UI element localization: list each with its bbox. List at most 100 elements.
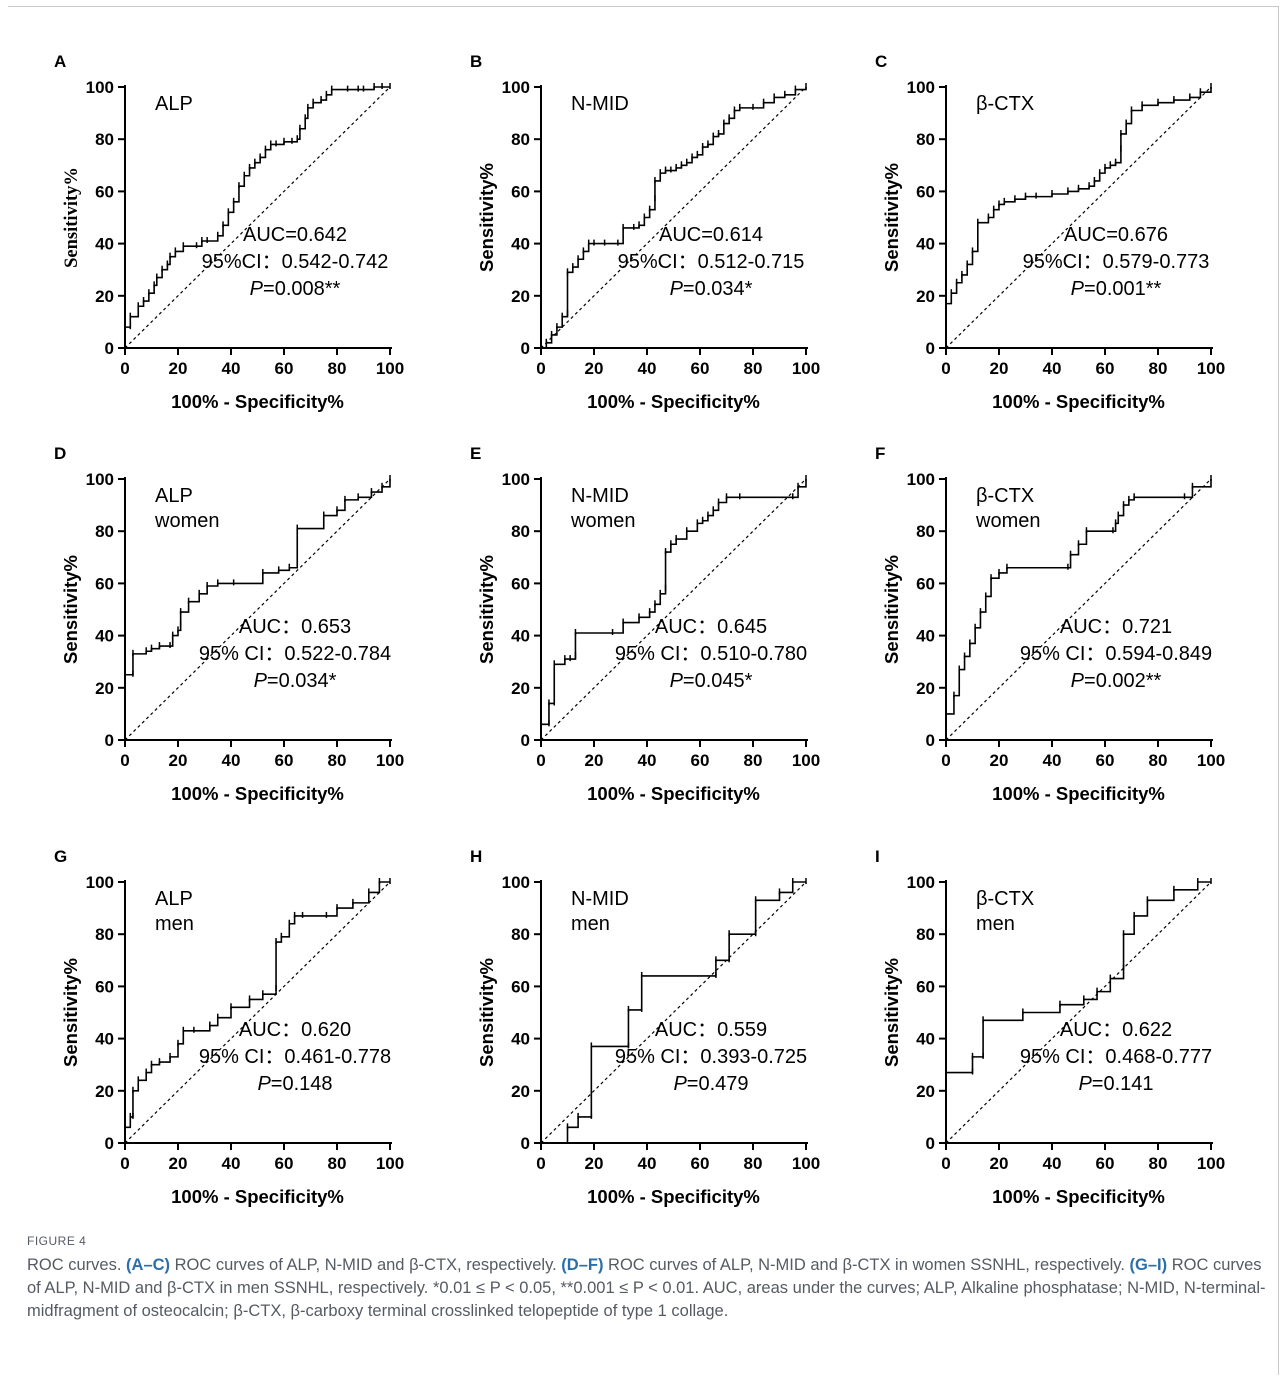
x-axis-title: 100% - Specificity% — [171, 391, 344, 412]
stat-annotation: 95% CI：0.461-0.778 — [199, 1046, 391, 1068]
y-tick-label: 20 — [511, 1082, 530, 1101]
x-tick-label: 100 — [376, 1154, 404, 1173]
x-tick-label: 80 — [328, 751, 347, 770]
stat-annotation: AUC：0.620 — [239, 1019, 351, 1041]
x-tick-label: 0 — [536, 751, 545, 770]
x-tick-label: 40 — [222, 751, 241, 770]
x-axis-title: 100% - Specificity% — [587, 1186, 760, 1207]
roc-curve — [945, 881, 1211, 1143]
p-value: =0.479 — [687, 1073, 749, 1095]
caption-text: ROC curves. (A–C) ROC curves of ALP, N-M… — [27, 1254, 1267, 1323]
x-tick-label: 20 — [990, 1154, 1009, 1173]
x-tick-label: 0 — [536, 359, 545, 378]
y-tick-label: 100 — [502, 78, 530, 97]
panel-letter: B — [470, 52, 482, 71]
x-tick-label: 0 — [941, 359, 950, 378]
stat-annotation: P=0.034* — [254, 670, 337, 692]
panel-title: ALP — [155, 93, 193, 115]
panel-title: β-CTX — [976, 485, 1034, 507]
reference-diagonal — [945, 478, 1212, 741]
panel-letter: F — [875, 444, 885, 463]
y-tick-label: 20 — [916, 287, 935, 306]
x-tick-label: 80 — [328, 359, 347, 378]
x-tick-label: 100 — [792, 359, 820, 378]
x-tick-label: 100 — [1197, 1154, 1225, 1173]
p-value: =0.148 — [271, 1073, 333, 1095]
y-tick-label: 60 — [95, 182, 114, 201]
p-symbol: P — [250, 278, 264, 300]
panel-letter: H — [470, 847, 482, 866]
roc-chart-f: F 0 20 40 60 80 100 0 20 40 60 80 100 100% - Specific… — [875, 444, 1225, 804]
y-tick-label: 60 — [916, 977, 935, 996]
reference-diagonal — [945, 86, 1212, 349]
y-tick-label: 40 — [511, 235, 530, 254]
panel-letter: G — [54, 847, 67, 866]
caption-panel-ref: (A–C) — [126, 1256, 171, 1274]
x-tick-label: 20 — [585, 359, 604, 378]
y-axis-title: Sensitivity% — [60, 958, 81, 1067]
y-tick-label: 0 — [521, 731, 530, 750]
y-tick-label: 80 — [95, 522, 114, 541]
y-tick-label: 100 — [907, 873, 935, 892]
figure-label: FIGURE 4 — [27, 1234, 87, 1248]
panel-subtitle: women — [975, 510, 1040, 532]
y-tick-label: 100 — [907, 78, 935, 97]
x-axis-title: 100% - Specificity% — [587, 391, 760, 412]
x-tick-label: 20 — [585, 751, 604, 770]
p-symbol: P — [670, 670, 684, 692]
caption-segment: ROC curves of ALP, N-MID and β-CTX in me… — [27, 1256, 1266, 1320]
y-tick-label: 80 — [511, 130, 530, 149]
y-tick-label: 80 — [511, 522, 530, 541]
p-value: =0.034* — [683, 278, 753, 300]
roc-curve — [124, 86, 390, 348]
p-symbol: P — [254, 670, 268, 692]
y-tick-label: 0 — [521, 339, 530, 358]
y-tick-label: 80 — [95, 925, 114, 944]
roc-curve — [945, 87, 1212, 348]
stat-annotation: AUC：0.559 — [655, 1019, 767, 1041]
panel-letter: A — [54, 52, 66, 71]
p-value: =0.045* — [683, 670, 753, 692]
y-tick-label: 60 — [511, 574, 530, 593]
y-tick-label: 20 — [95, 287, 114, 306]
x-tick-label: 20 — [990, 359, 1009, 378]
reference-diagonal — [945, 881, 1212, 1144]
y-tick-label: 40 — [916, 235, 935, 254]
roc-chart-h: H 0 20 40 60 80 100 0 20 40 60 80 100 100% - Specific… — [470, 847, 820, 1207]
x-tick-label: 80 — [1149, 359, 1168, 378]
x-axis-title: 100% - Specificity% — [587, 783, 760, 804]
x-tick-label: 60 — [275, 359, 294, 378]
stat-annotation: AUC：0.645 — [655, 616, 767, 638]
p-value: =0.001** — [1084, 278, 1162, 300]
x-tick-label: 100 — [376, 359, 404, 378]
x-tick-label: 100 — [792, 751, 820, 770]
y-tick-label: 60 — [916, 574, 935, 593]
x-tick-label: 0 — [941, 1154, 950, 1173]
reference-diagonal — [124, 478, 391, 741]
p-symbol: P — [257, 1073, 271, 1095]
x-tick-label: 40 — [1043, 1154, 1062, 1173]
p-value: =0.008** — [263, 278, 341, 300]
y-tick-label: 40 — [95, 235, 114, 254]
y-tick-label: 80 — [916, 130, 935, 149]
reference-diagonal — [540, 86, 807, 349]
panel-letter: D — [54, 444, 66, 463]
y-tick-label: 80 — [511, 925, 530, 944]
reference-diagonal — [540, 478, 807, 741]
x-tick-label: 20 — [585, 1154, 604, 1173]
y-tick-label: 0 — [521, 1134, 530, 1153]
x-tick-label: 60 — [1096, 1154, 1115, 1173]
panel-letter: E — [470, 444, 481, 463]
x-tick-label: 0 — [536, 1154, 545, 1173]
x-tick-label: 20 — [169, 359, 188, 378]
x-axis-title: 100% - Specificity% — [992, 391, 1165, 412]
y-tick-label: 40 — [511, 627, 530, 646]
caption-segment: ROC curves of ALP, N-MID and β-CTX, resp… — [170, 1256, 562, 1274]
x-tick-label: 60 — [691, 359, 710, 378]
x-axis-title: 100% - Specificity% — [992, 783, 1165, 804]
y-tick-label: 40 — [916, 627, 935, 646]
stat-annotation: 95% CI：0.510-0.780 — [615, 643, 807, 665]
y-tick-label: 0 — [105, 731, 114, 750]
panel-title: N-MID — [571, 93, 629, 115]
y-tick-label: 100 — [502, 873, 530, 892]
